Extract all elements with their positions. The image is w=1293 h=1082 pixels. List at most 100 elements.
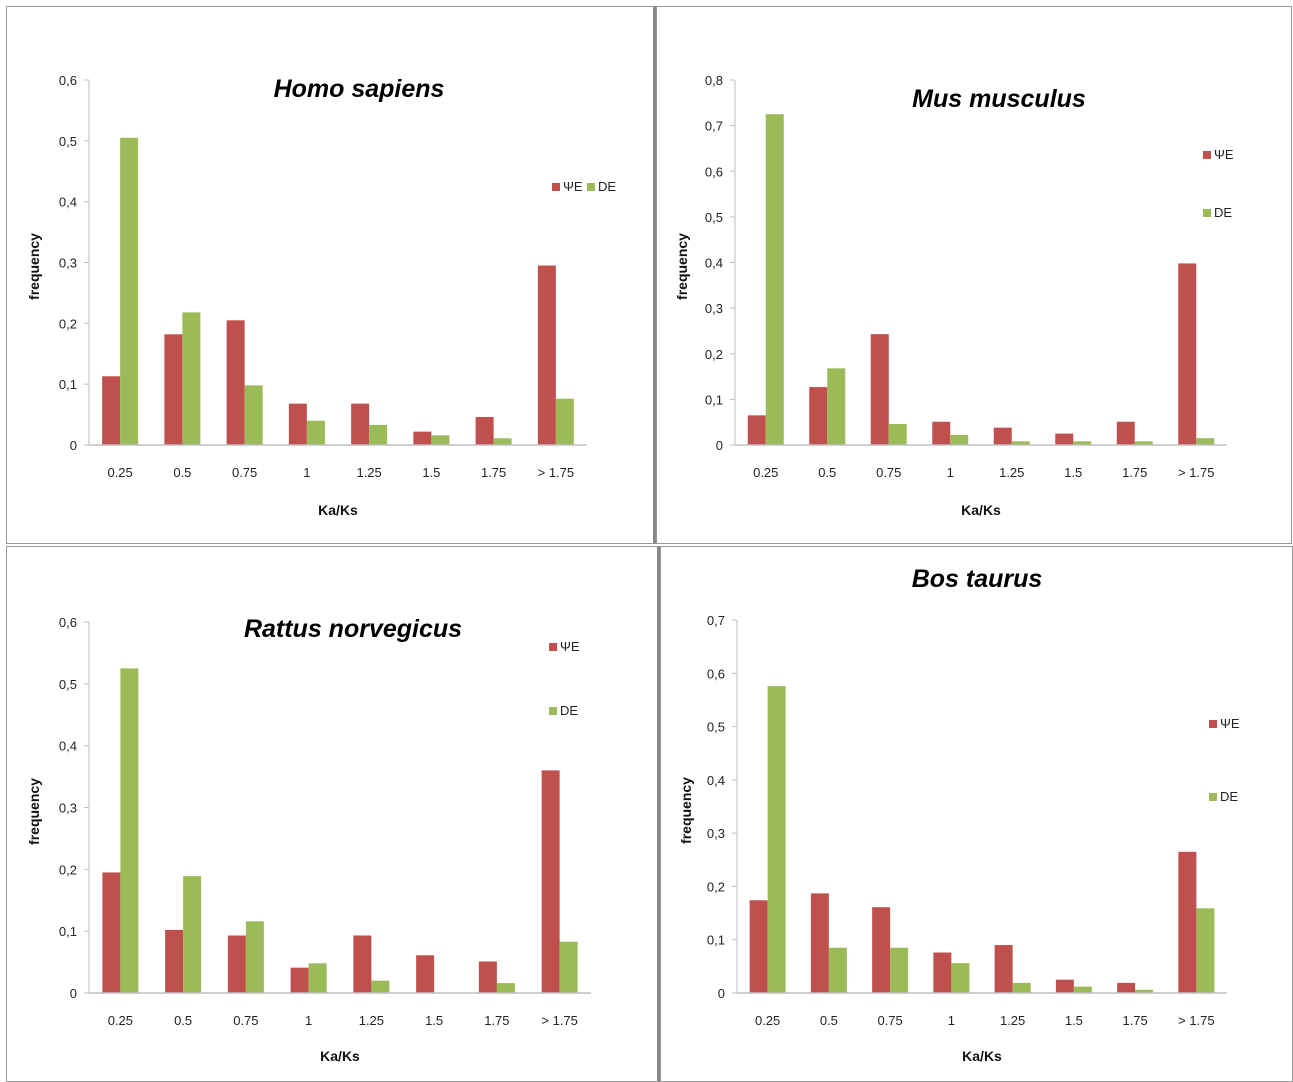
bar-de [767,686,786,993]
legend-label: ΨE [1214,147,1234,162]
x-tick-label: 0.5 [818,465,836,480]
bar-de [888,424,907,445]
y-tick-label: 0,7 [707,613,725,628]
y-axis-label: frequency [674,233,690,300]
y-tick-label: 0,6 [59,615,77,630]
y-tick-label: 0,1 [59,924,77,939]
y-tick-label: 0,2 [59,316,77,331]
legend-swatch [1209,720,1217,728]
legend-swatch [549,707,557,715]
bar-psi-e [478,961,497,993]
x-tick-label: 0.25 [755,1013,780,1028]
y-tick-label: 0,5 [705,210,723,225]
x-tick-label: 1.75 [481,465,506,480]
bar-psi-e [413,431,432,445]
x-tick-label: 1.25 [359,1013,384,1028]
y-tick-label: 0,3 [59,256,77,271]
y-tick-label: 0,1 [59,377,77,392]
bar-psi-e [932,421,951,445]
x-tick-label: 1.25 [999,465,1024,480]
x-tick-label: 0.75 [877,1013,902,1028]
bar-psi-e [102,376,121,445]
legend-swatch [1209,793,1217,801]
bar-psi-e [541,770,560,993]
x-tick-label: 1.75 [1122,1013,1147,1028]
x-tick-label: > 1.75 [538,465,575,480]
legend-label: DE [598,179,616,194]
chart-mus-musculus: Mus musculus 0 0,1 0,2 0,3 0,4 0,5 0,6 0,7 0,8 fre… [674,73,1234,518]
bar-de [371,980,390,993]
bar-psi-e [288,403,307,445]
legend-label: ΨE [1220,716,1240,731]
y-tick-label: 0,7 [705,119,723,134]
bar-de [182,312,201,445]
bar-de [827,368,846,445]
y-tick-label: 0,4 [707,773,725,788]
x-tick-label: 1 [947,465,954,480]
chart-rattus-norvegicus: Rattus norvegicus 0 0,1 0,2 0,3 0,4 0,5 0,6 freq… [26,615,591,1064]
bar-psi-e [351,403,370,445]
y-tick-label: 0,3 [59,801,77,816]
bar-psi-e [994,945,1013,993]
y-tick-label: 0,5 [59,677,77,692]
x-tick-label: 1.75 [1122,465,1147,480]
bar-de [496,983,515,993]
x-tick-label: 1.5 [425,1013,443,1028]
bar-psi-e [1178,851,1197,993]
bar-de [555,398,574,445]
y-tick-label: 0,4 [705,256,723,271]
bar-de [951,963,970,993]
bar-psi-e [870,334,889,445]
x-tick-label: 0.5 [174,1013,192,1028]
x-tick-label: 1.5 [1065,1013,1083,1028]
chart-bos-taurus: Bos taurus 0 0,1 0,2 0,3 0,4 0,5 0,6 0,7 frequenc… [678,565,1240,1064]
bar-psi-e [747,415,766,445]
bar-de [1196,438,1215,445]
legend-label: DE [1214,205,1232,220]
bar-psi-e [290,967,309,993]
y-tick-label: 0,2 [707,879,725,894]
bar-de [1011,441,1030,445]
chart-homo-sapiens: Homo sapiens 0 0,1 0,2 0,3 0,4 0,5 0,6 frequency… [26,73,616,518]
legend-label: ΨE [563,179,583,194]
bar-de [890,947,909,993]
x-axis-label: Ka/Ks [318,502,358,518]
y-tick-label: 0,6 [59,73,77,88]
x-tick-label: 0.75 [876,465,901,480]
x-tick-label: 0.25 [107,465,132,480]
bar-de [120,668,139,993]
y-tick-label: 0 [718,986,725,1001]
legend-swatch [549,643,557,651]
chart-title: Homo sapiens [274,75,445,103]
panel-rattus-norvegicus: Rattus norvegicus 0 0,1 0,2 0,3 0,4 0,5 0,6 freq… [6,546,660,1082]
bar-psi-e [226,320,245,445]
x-tick-label: 0.75 [232,465,257,480]
x-axis-label: Ka/Ks [962,1048,1002,1064]
bar-psi-e [933,952,952,993]
bar-psi-e [1178,263,1197,445]
y-axis-label: frequency [26,233,42,300]
y-tick-label: 0,6 [707,666,725,681]
x-tick-label: 1 [305,1013,312,1028]
bar-de [308,963,327,993]
y-tick-label: 0,4 [59,739,77,754]
x-tick-label: 0.25 [753,465,778,480]
y-tick-label: 0,2 [705,347,723,362]
legend-label: DE [560,703,578,718]
y-tick-label: 0,3 [705,301,723,316]
bar-de [1012,982,1031,993]
y-tick-label: 0 [70,986,77,1001]
bar-de [120,137,139,445]
panel-bos-taurus: Bos taurus 0 0,1 0,2 0,3 0,4 0,5 0,6 0,7 frequenc… [660,546,1293,1082]
bar-psi-e [165,929,184,993]
legend-label: DE [1220,789,1238,804]
bar-de [431,435,450,445]
bar-psi-e [810,893,829,993]
bar-de [559,941,578,993]
x-tick-label: > 1.75 [1178,1013,1215,1028]
bar-de [245,921,264,993]
x-tick-label: 1.25 [356,465,381,480]
bar-psi-e [475,417,494,445]
chart-title: Mus musculus [912,85,1086,113]
bar-psi-e [1117,982,1136,993]
